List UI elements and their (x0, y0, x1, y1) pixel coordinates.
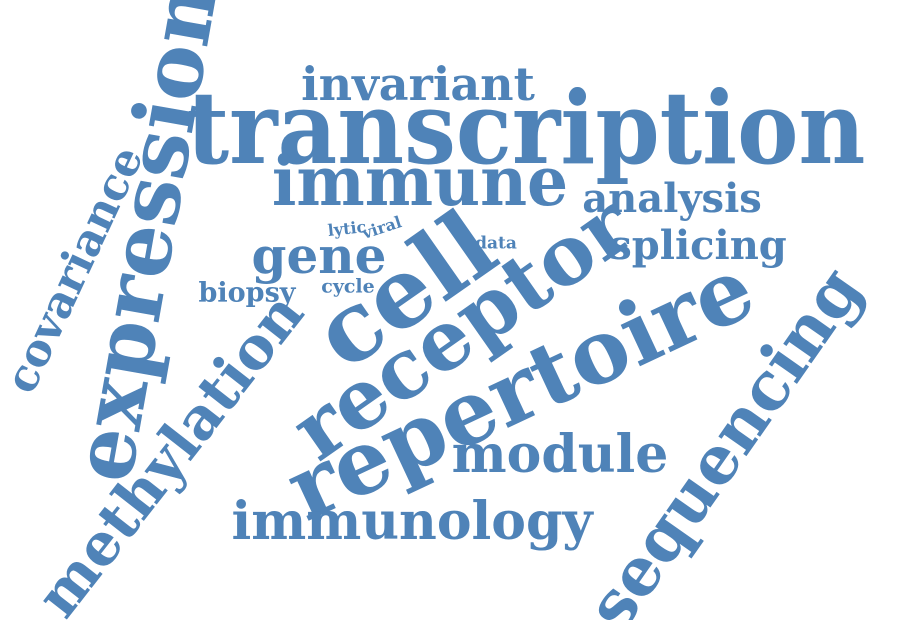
word-cycle: cycle (321, 275, 375, 298)
word-biopsy: biopsy (198, 277, 296, 309)
word-invariant: invariant (301, 57, 535, 111)
word-transcription: transcription (186, 69, 866, 187)
word-splicing: splicing (609, 222, 787, 269)
word-analysis: analysis (582, 175, 762, 222)
word-data: data (475, 233, 517, 254)
word-module: module (451, 424, 669, 485)
word-gene: gene (251, 226, 387, 285)
word-immune: immune (271, 142, 569, 222)
word-immunology: immunology (231, 491, 593, 552)
